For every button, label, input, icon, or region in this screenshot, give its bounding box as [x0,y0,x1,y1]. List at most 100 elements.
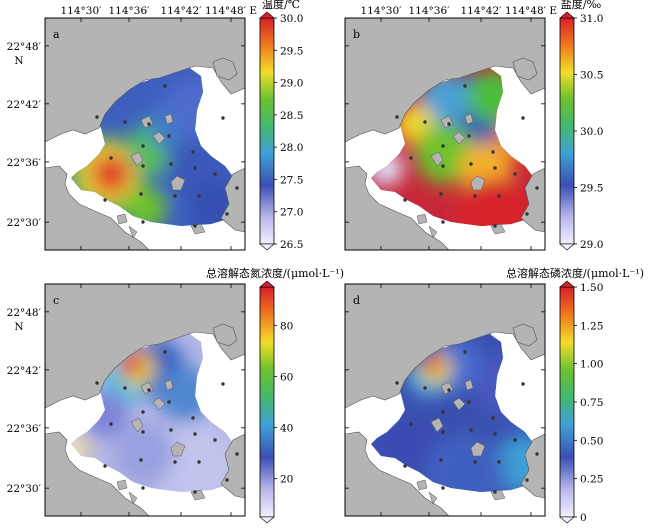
map-frame [44,283,246,517]
station-dot [441,410,445,414]
station-dot [493,224,497,228]
station-dot [193,166,197,170]
lon-label: 114°42′ [160,5,202,17]
map-frame [344,283,546,517]
colorbar-tick-label: 80 [280,320,293,332]
station-dot [141,164,145,168]
station-dot [221,116,225,120]
colorbar-tick-label: 0.75 [580,397,603,409]
colorbar-tick-label: 29.0 [280,78,303,90]
station-dot [493,432,497,436]
colorbar-tick-label: 1.50 [580,282,603,294]
north-label: N [14,321,23,333]
station-dot [191,150,195,154]
lat-label: 22°42′ [7,365,42,377]
map-frame [44,17,246,251]
stations [395,84,539,228]
colorbar-tick-label: 0 [580,512,587,524]
station-dot [95,115,99,119]
station-dot [395,115,399,119]
stations [95,350,239,494]
station-dot [467,400,471,404]
station-dot [473,460,477,464]
station-dot [447,122,451,126]
station-dot [235,452,239,456]
station-dot [141,486,145,490]
colorbar: 31.0 30.5 30.0 29.5 29.0 盐度/‰ [559,0,603,251]
colorbar-gradient [259,286,275,518]
lon-label: 114°42′ [460,5,502,17]
station-dot [141,144,145,148]
station-dot [147,122,151,126]
station-dot [497,194,501,198]
station-dot [141,220,145,224]
station-dot [403,198,407,202]
colorbar-bottom-arrow [259,243,275,251]
station-dot [173,460,177,464]
station-dot [167,400,171,404]
colorbar-tick-label: 1.00 [580,359,603,371]
panel-c: c 22°48′ 22°42′ 22°36′ 22°30′ N 80 60 40 20 总溶解态氮浓… [7,266,344,524]
station-dot [163,350,167,354]
panel-d: d 1.50 1.25 1.00 0.75 0.50 0.25 0 总溶解态磷浓度/(μmol·… [344,266,644,524]
colorbar-bottom-arrow [559,516,575,524]
lon-label: 114°30′ [60,5,102,17]
station-dot [441,164,445,168]
colorbar-top-arrow [559,280,575,288]
colorbar-tick-label: 28.0 [280,142,303,154]
station-dot [521,116,525,120]
stations [95,84,239,228]
lat-label: 22°48′ [7,41,42,53]
station-dot [463,84,467,88]
station-dot [467,134,471,138]
lon-label: 114°48′ E [505,5,557,17]
station-dot [409,156,413,160]
colorbar-tick-label: 27.0 [280,207,303,219]
colorbar: 80 60 40 20 总溶解态氮浓度/(μmol·L⁻¹) [206,266,344,524]
station-dot [497,460,501,464]
colorbar-top-arrow [559,11,575,19]
colorbar-top-arrow [259,11,275,19]
colorbar-tick-label: 20 [280,474,293,486]
station-dot [197,460,201,464]
station-dot [491,150,495,154]
station-dot [193,490,197,494]
station-dot [235,186,239,190]
station-dot [513,438,517,442]
panel-letter: b [353,28,360,41]
station-dot [225,212,229,216]
colorbar-tick-label: 29.5 [580,183,603,195]
station-dot [191,416,195,420]
station-dot [169,162,173,166]
lat-label: 22°36′ [7,157,42,169]
station-dot [225,478,229,482]
station-dot [193,224,197,228]
colorbar-tick-label: 1.25 [580,320,603,332]
colorbar-tick-label: 30.0 [280,13,303,25]
lon-label: 114°30′ [360,5,402,17]
station-dot [103,464,107,468]
station-dot [163,84,167,88]
station-dot [513,172,517,176]
colorbar-title: 总溶解态磷浓度/(μmol·L⁻¹) [506,266,644,280]
station-dot [493,166,497,170]
colorbar-title: 温度/℃ [262,0,300,11]
station-dot [521,382,525,386]
colorbar-gradient [559,17,575,245]
land [44,283,246,517]
map-area: a [44,17,246,251]
map-frame [344,17,546,251]
land [344,17,546,251]
colorbar-bottom-arrow [559,243,575,251]
colorbar-tick-label: 27.5 [280,174,303,186]
colorbar-title: 盐度/‰ [561,0,602,11]
station-dot [139,192,143,196]
station-dot [395,381,399,385]
station-dot [109,422,113,426]
map-area: c [44,283,246,517]
station-dot [463,350,467,354]
station-dot [213,172,217,176]
station-dot [535,186,539,190]
